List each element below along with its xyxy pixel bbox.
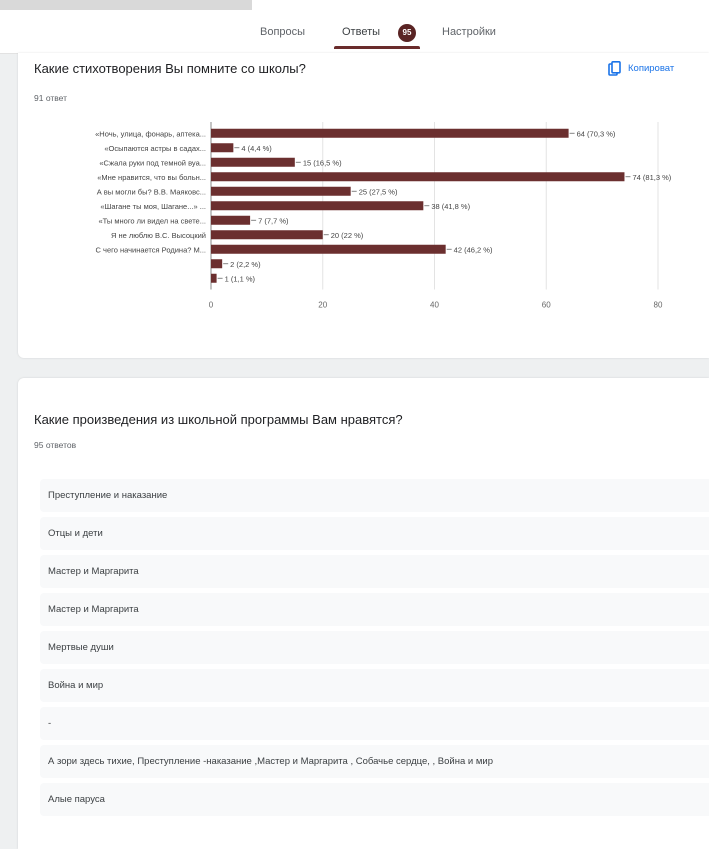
category-label: «Мне нравится, что вы больн... [97, 173, 206, 182]
bar [211, 244, 446, 254]
x-tick-label: 80 [654, 301, 663, 310]
data-label: 25 (27,5 %) [359, 187, 398, 196]
response-item: Отцы и дети [40, 517, 709, 550]
tab-answers[interactable]: Ответы [342, 26, 381, 38]
question-card-works: Какие произведения из школьной программы… [18, 378, 709, 849]
category-label: «Ты много ли видел на свете... [98, 216, 206, 225]
top-strip [0, 0, 252, 10]
response-item: Война и мир [40, 669, 709, 702]
bar [211, 215, 251, 225]
category-label: «Шагане ты моя, Шагане...» ... [100, 202, 206, 211]
response-item: Мертвые души [40, 631, 709, 664]
category-label: «Сжала руки под темной вуа... [99, 158, 206, 167]
x-tick-label: 20 [318, 301, 327, 310]
question-card-poems: Какие стихотворения Вы помните со школы?… [18, 53, 709, 358]
bar [211, 186, 351, 196]
response-item: Преступление и наказание [40, 479, 709, 512]
category-label: Я не люблю В.С. Высоцкий [111, 231, 206, 240]
question-title: Какие произведения из школьной программы… [34, 412, 403, 427]
data-label: 64 (70,3 %) [577, 129, 616, 138]
response-item: Мастер и Маргарита [40, 555, 709, 588]
response-count: 95 ответов [34, 440, 77, 450]
data-label: 15 (16,5 %) [303, 158, 342, 167]
response-item: - [40, 707, 709, 740]
tab-settings[interactable]: Настройки [442, 26, 496, 38]
data-label: 1 (1,1 %) [225, 274, 256, 283]
data-label: 38 (41,8 %) [431, 202, 470, 211]
response-item: А зори здесь тихие, Преступление -наказа… [40, 745, 709, 778]
bar [211, 172, 625, 182]
category-label: С чего начинается Родина? М... [96, 245, 206, 254]
active-tab-indicator [334, 46, 420, 49]
response-item: Алые паруса [40, 783, 709, 816]
bar-chart: 0 20 40 60 80 «Ночь, улица, фонарь, аптека...… [95, 122, 672, 310]
response-list: Преступление и наказание Отцы и дети Масте… [40, 479, 709, 821]
data-label: 7 (7,7 %) [258, 216, 289, 225]
data-label: 2 (2,2 %) [230, 260, 261, 269]
x-tick-label: 0 [209, 301, 214, 310]
question-title: Какие стихотворения Вы помните со школы? [34, 61, 306, 76]
data-label: 4 (4,4 %) [241, 144, 272, 153]
response-count: 91 ответ [34, 93, 68, 103]
category-label: А вы могли бы? В.В. Маяковс... [97, 187, 206, 196]
data-label: 20 (22 %) [331, 231, 364, 240]
copy-button-label: Копироват [628, 63, 675, 74]
bar [211, 259, 223, 269]
data-label: 74 (81,3 %) [632, 173, 671, 182]
answers-count-badge: 95 [398, 24, 416, 42]
tab-questions[interactable]: Вопросы [260, 26, 306, 38]
bar [211, 201, 424, 211]
x-tick-label: 40 [430, 301, 439, 310]
bar [211, 128, 569, 138]
top-bar: Вопросы Ответы 95 Настройки [0, 0, 709, 54]
bar [211, 143, 234, 153]
data-label: 42 (46,2 %) [454, 245, 493, 254]
bar [211, 273, 217, 283]
bar [211, 157, 295, 167]
x-tick-label: 60 [542, 301, 551, 310]
response-item: Мастер и Маргарита [40, 593, 709, 626]
copy-icon [608, 61, 621, 76]
category-label: «Ночь, улица, фонарь, аптека... [95, 129, 206, 138]
bar [211, 230, 323, 240]
category-label: «Осыпаются астры в садах... [104, 144, 206, 153]
